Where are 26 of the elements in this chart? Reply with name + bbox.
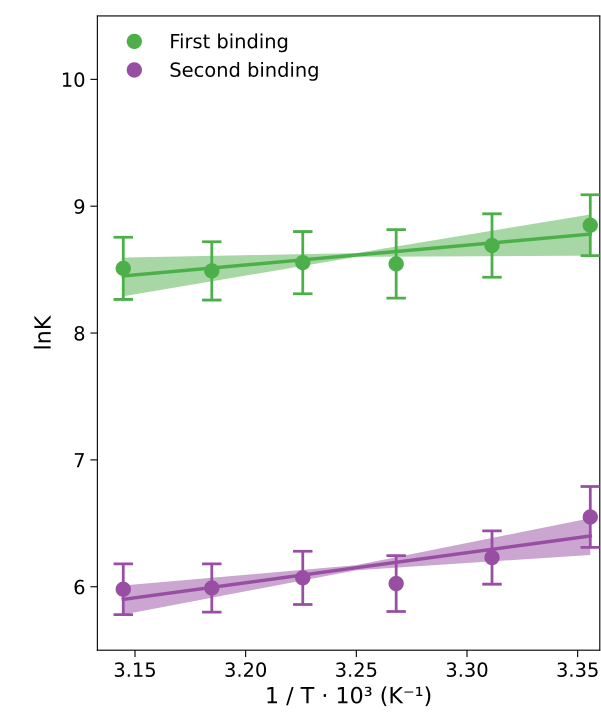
y-axis-title: lnK bbox=[34, 315, 51, 348]
y-tick-label: 8 bbox=[74, 326, 84, 341]
y-tick-label: 6 bbox=[74, 580, 84, 594]
point bbox=[116, 582, 131, 597]
x-tick-label: 3.25 bbox=[336, 662, 376, 678]
point bbox=[388, 256, 404, 272]
point bbox=[388, 576, 404, 592]
point bbox=[484, 550, 500, 566]
x-axis-title: 1 / T · 10³ (K⁻¹) bbox=[267, 686, 430, 706]
point bbox=[484, 238, 500, 254]
point bbox=[295, 255, 310, 270]
x-tick-label: 3.30 bbox=[446, 662, 488, 678]
point bbox=[204, 580, 220, 596]
point bbox=[582, 509, 598, 525]
y-tick-label: 7 bbox=[74, 453, 84, 468]
x-tick-label: 3.20 bbox=[225, 662, 266, 678]
x-tick-label: 3.35 bbox=[558, 662, 598, 678]
point bbox=[582, 218, 598, 233]
legend-label: First binding bbox=[171, 33, 288, 52]
y-tick-label: 9 bbox=[74, 199, 84, 214]
y-tick-label: 10 bbox=[62, 72, 84, 88]
x-tick-label: 3.15 bbox=[114, 662, 155, 678]
legend-label: Second binding bbox=[170, 62, 318, 81]
point bbox=[204, 263, 220, 279]
point bbox=[116, 260, 131, 276]
point bbox=[295, 570, 310, 586]
